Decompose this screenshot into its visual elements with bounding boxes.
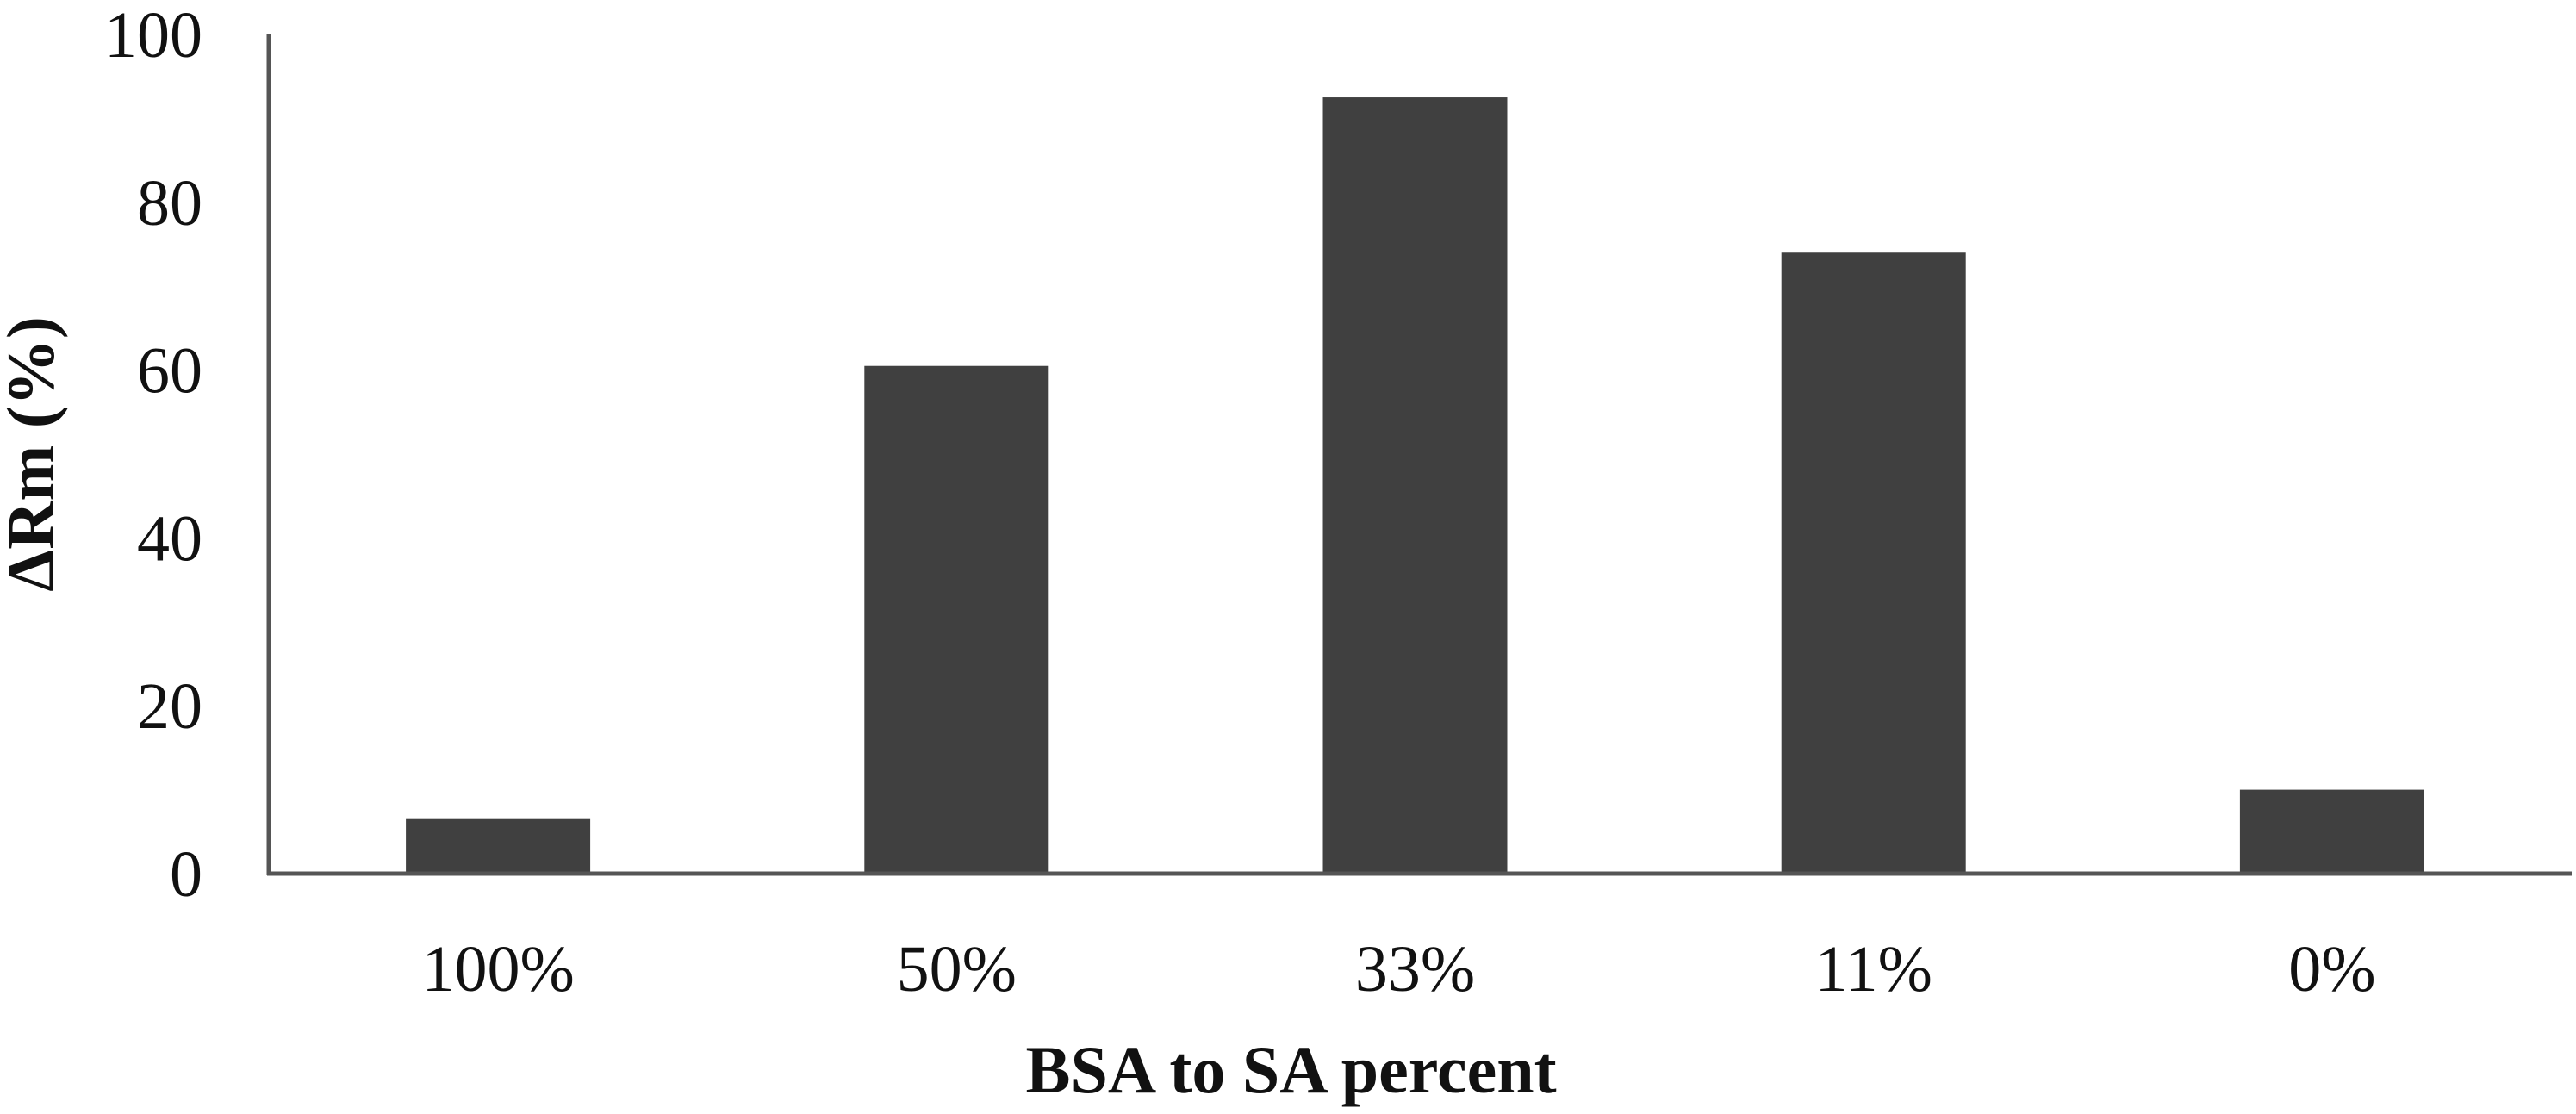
bar: [864, 365, 1049, 874]
bar: [2239, 789, 2424, 874]
y-tick-label: 100: [104, 0, 202, 72]
bars-group: [406, 97, 2424, 874]
y-tick-label: 0: [170, 838, 202, 911]
x-axis-title: BSA to SA percent: [1025, 1032, 1556, 1107]
x-tick-label: 50%: [897, 933, 1017, 1005]
x-tick-label: 100%: [421, 933, 574, 1005]
x-tick-labels: 100% 50% 33% 11% 0%: [421, 933, 2375, 1005]
x-tick-label: 0%: [2288, 933, 2375, 1005]
bar: [1322, 97, 1508, 874]
x-tick-label: 11%: [1814, 933, 1932, 1005]
bar: [406, 818, 591, 874]
y-axis-title: ΔRm (%): [0, 316, 68, 592]
y-tick-label: 40: [137, 502, 202, 575]
y-tick-label: 60: [137, 335, 202, 408]
y-tick-labels: 0 20 40 60 80 100: [104, 0, 202, 911]
y-tick-label: 80: [137, 167, 202, 240]
y-tick-label: 20: [137, 670, 202, 743]
x-tick-label: 33%: [1355, 933, 1475, 1005]
bar: [1781, 252, 1966, 874]
